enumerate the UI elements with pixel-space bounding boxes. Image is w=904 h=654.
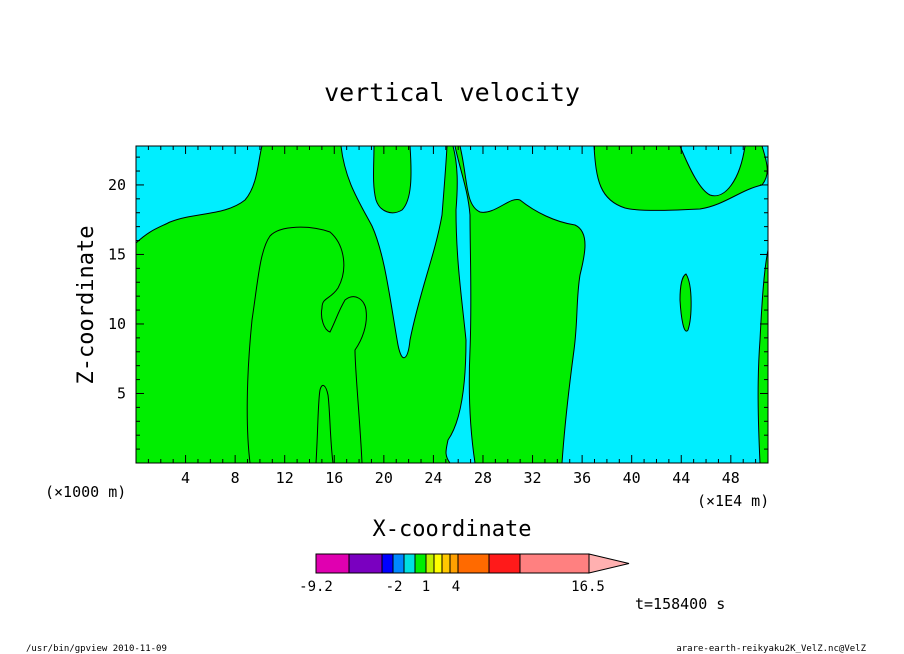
colorbar-swatch [403,553,416,574]
colorbar-extend-arrow [588,553,630,574]
plot-frame [135,145,769,464]
contour-region-left [135,145,467,464]
colorbar-swatch [315,553,350,574]
colorbar-swatch [433,553,443,574]
axis-ticks [136,146,768,463]
colorbar-swatch [441,553,451,574]
chart-title: vertical velocity [324,78,580,107]
colorbar-swatch [348,553,383,574]
footer-left: /usr/bin/gpview 2010-11-09 [26,644,167,654]
x-unit-right: (×1E4 m) [697,492,769,510]
contour-region-center-right [454,145,586,464]
x-tick-label: 8 [231,469,240,487]
colorbar-labels: -9.2 -2 1 4 16.5 [299,579,605,595]
colorbar-swatch [425,553,435,574]
time-label: t=158400 s [635,595,725,613]
colorbar-swatch [449,553,459,574]
x-tick-label: 44 [672,469,690,487]
x-unit-left: (×1000 m) [45,483,126,501]
x-tick-label: 32 [524,469,542,487]
colorbar-swatch [381,553,394,574]
x-tick-label: 40 [623,469,641,487]
colorbar-swatch [392,553,405,574]
contour-region-bottom-finger [315,384,334,464]
footer-right: arare-earth-reikyaku2K_VelZ.nc@VelZ [676,644,866,654]
colorbar-label-min: -9.2 [299,579,333,595]
contour-region-upper-lobe [373,145,412,214]
colorbar-label-1: 1 [422,579,430,595]
y-axis-label: Z-coordinate [74,226,99,385]
colorbar-label-4: 4 [452,579,460,595]
x-tick-label: 36 [573,469,591,487]
colorbar-label-neg2: -2 [386,579,403,595]
y-tick-label: 5 [117,384,126,402]
y-tick-label: 15 [108,245,126,263]
x-tick-label: 48 [722,469,740,487]
x-tick-label: 28 [474,469,492,487]
colorbar-swatch [414,553,427,574]
x-tick-label: 4 [181,469,190,487]
y-tick-label: 20 [108,176,126,194]
colorbar-swatch [519,553,590,574]
colorbar-label-max: 16.5 [571,579,605,595]
x-tick-label: 20 [375,469,393,487]
contour-region-small-ellipse [679,273,692,332]
colorbar-swatch [457,553,490,574]
colorbar-swatch [488,553,521,574]
x-tick-label: 24 [424,469,442,487]
x-tick-label: 12 [276,469,294,487]
contour-region-right-edge [757,249,769,464]
y-tick-label: 10 [108,315,126,333]
colorbar [315,553,630,574]
x-tick-label: 16 [325,469,343,487]
x-axis-label: X-coordinate [373,517,532,542]
